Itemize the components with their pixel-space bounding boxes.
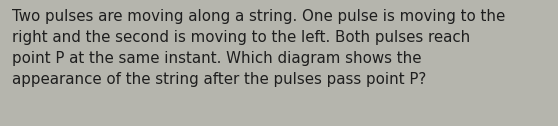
Text: Two pulses are moving along a string. One pulse is moving to the
right and the s: Two pulses are moving along a string. On… [12,9,506,87]
